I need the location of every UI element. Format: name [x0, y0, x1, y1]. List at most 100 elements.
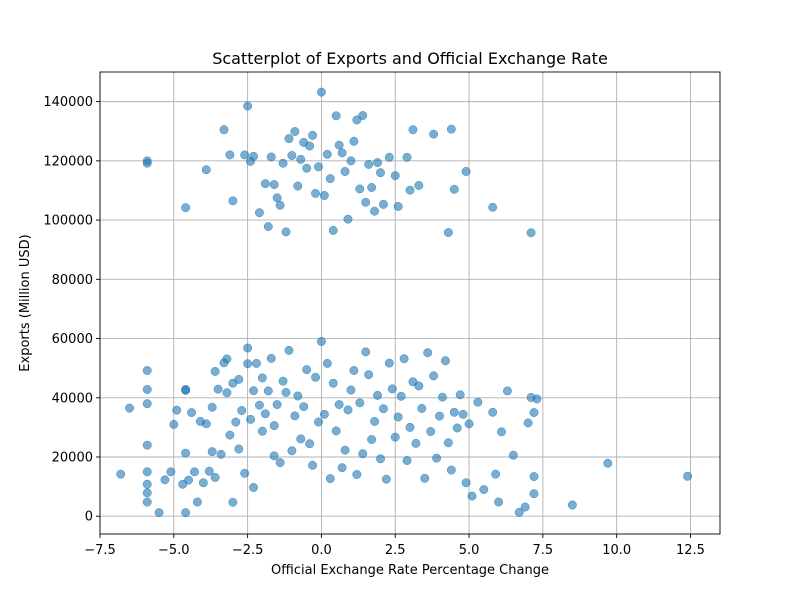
- data-point: [116, 469, 126, 479]
- data-point: [378, 404, 388, 414]
- data-point: [411, 438, 421, 448]
- data-point: [311, 372, 320, 382]
- data-point: [246, 414, 256, 424]
- data-point: [361, 347, 371, 357]
- data-point: [438, 392, 447, 402]
- data-point: [172, 405, 182, 415]
- data-point: [390, 432, 400, 442]
- data-point: [529, 489, 539, 499]
- data-point: [358, 449, 368, 459]
- data-point: [222, 354, 232, 364]
- data-point: [296, 154, 306, 164]
- data-point: [405, 422, 415, 432]
- data-point: [349, 136, 359, 146]
- data-point: [373, 390, 382, 400]
- data-point: [331, 426, 341, 436]
- x-tick-label: 5.0: [459, 543, 480, 558]
- data-point: [387, 384, 397, 394]
- data-point: [494, 497, 504, 507]
- grid-lines: [99, 72, 720, 534]
- data-point: [231, 417, 241, 427]
- data-point: [257, 373, 267, 383]
- data-point: [343, 405, 353, 415]
- data-point: [142, 440, 152, 450]
- chart-title: Scatterplot of Exports and Official Exch…: [212, 49, 608, 68]
- data-point: [243, 101, 253, 111]
- data-point: [364, 159, 374, 169]
- data-point: [488, 407, 498, 417]
- data-point: [452, 423, 462, 433]
- data-point: [414, 381, 424, 391]
- x-tick-label: 7.5: [533, 543, 554, 558]
- data-point: [435, 411, 444, 421]
- data-point: [201, 165, 211, 175]
- data-point: [275, 200, 285, 210]
- data-point: [349, 366, 359, 375]
- data-point: [334, 400, 344, 410]
- data-point: [228, 497, 238, 507]
- data-point: [479, 485, 489, 495]
- data-point: [352, 470, 362, 479]
- data-point: [302, 365, 312, 375]
- data-point: [237, 406, 247, 415]
- data-point: [334, 140, 344, 150]
- data-point: [216, 449, 226, 459]
- data-point: [488, 202, 498, 212]
- data-point: [125, 403, 134, 413]
- data-point: [225, 150, 235, 160]
- data-point: [311, 188, 320, 198]
- x-tick-label: 10.0: [602, 543, 631, 558]
- data-point: [378, 199, 388, 209]
- data-point: [281, 227, 291, 237]
- data-point: [263, 386, 273, 396]
- data-point: [322, 358, 332, 368]
- data-point: [432, 453, 442, 463]
- data-point: [526, 228, 536, 238]
- data-point: [367, 435, 377, 444]
- data-point: [529, 472, 539, 481]
- y-tick-label: 100000: [43, 214, 93, 229]
- x-tick-label: 0.0: [311, 543, 332, 558]
- data-point: [275, 458, 285, 468]
- data-point: [210, 472, 220, 482]
- data-point: [222, 388, 232, 398]
- data-point: [284, 134, 294, 144]
- data-point: [290, 127, 300, 136]
- data-point: [154, 508, 164, 518]
- data-point: [302, 163, 312, 173]
- data-point: [254, 400, 264, 410]
- data-point: [355, 184, 365, 194]
- data-point: [243, 359, 253, 369]
- data-point: [502, 386, 512, 396]
- data-point: [249, 386, 258, 396]
- data-point: [319, 191, 329, 200]
- data-point: [322, 149, 332, 159]
- y-tick-label: 80000: [52, 273, 93, 288]
- data-point: [240, 150, 250, 160]
- data-point: [328, 378, 338, 388]
- y-tick-label: 60000: [52, 332, 93, 347]
- data-point: [252, 358, 261, 368]
- data-point: [446, 465, 456, 475]
- data-point: [461, 167, 471, 176]
- data-point: [346, 156, 356, 166]
- data-point: [390, 171, 400, 181]
- data-point: [169, 419, 179, 429]
- y-tick-label: 140000: [43, 95, 93, 110]
- data-point: [249, 483, 258, 492]
- data-point: [181, 508, 191, 518]
- data-point: [308, 130, 318, 140]
- data-point: [284, 345, 294, 355]
- data-point: [429, 129, 439, 139]
- data-point: [443, 438, 453, 448]
- data-point: [683, 471, 692, 481]
- data-point: [346, 385, 356, 395]
- data-point: [263, 222, 273, 232]
- data-point: [305, 141, 315, 151]
- data-point: [213, 384, 223, 394]
- data-point: [464, 419, 474, 429]
- data-point: [325, 474, 335, 484]
- data-point: [491, 469, 501, 479]
- data-point: [414, 180, 424, 190]
